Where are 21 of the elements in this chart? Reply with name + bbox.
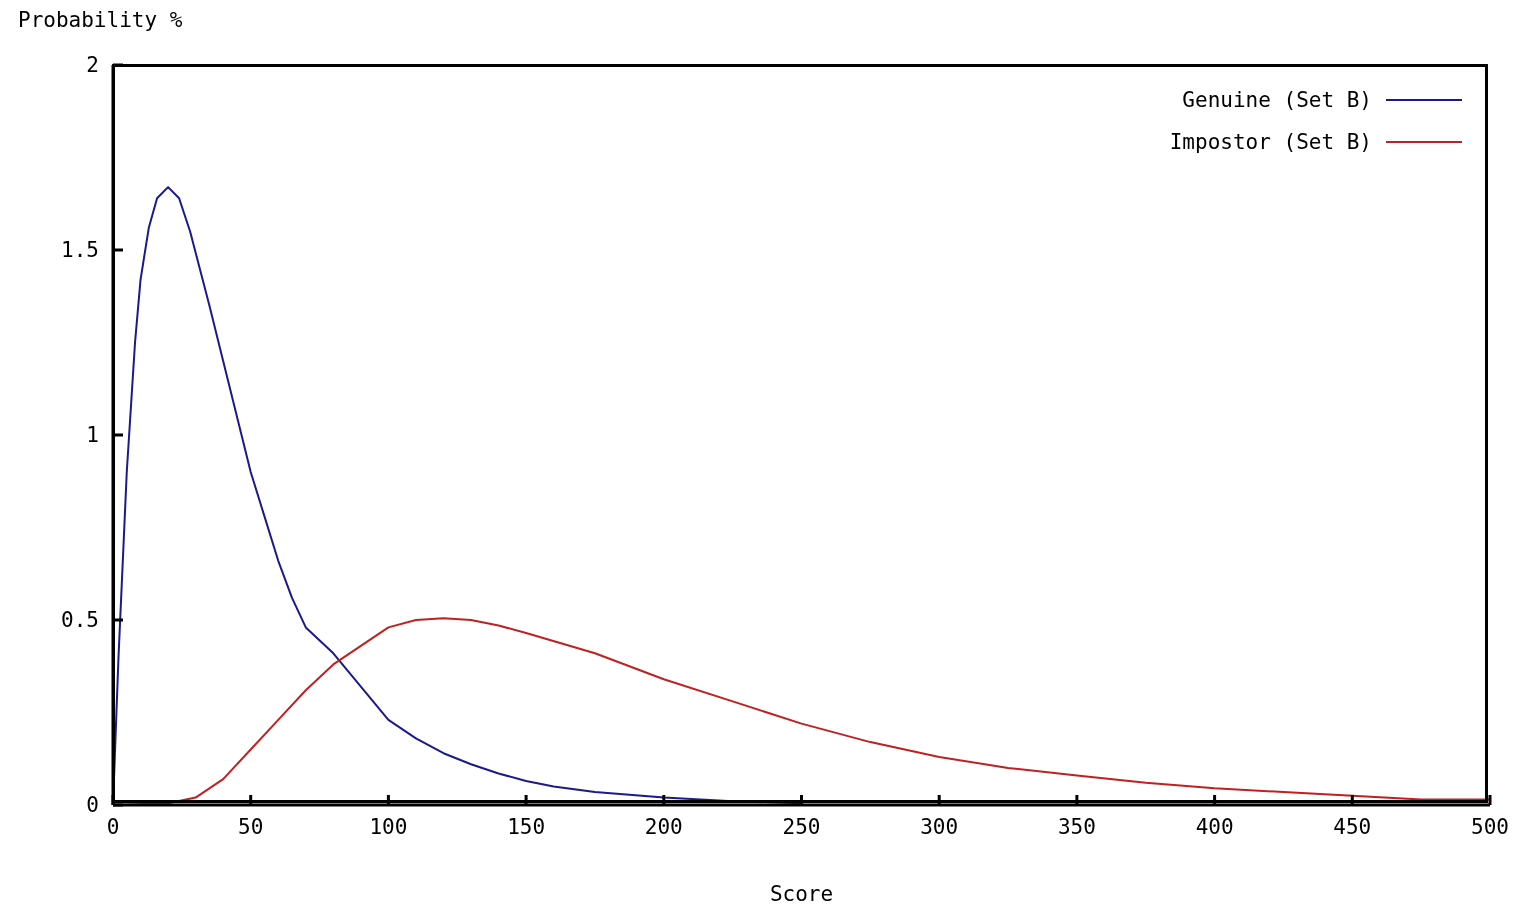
x-tick-label: 100 xyxy=(369,814,408,839)
x-tick-label: 0 xyxy=(106,814,120,839)
y-tick-label: 1.5 xyxy=(61,238,99,263)
x-tick-label: 150 xyxy=(507,814,546,839)
x-tick-label: 400 xyxy=(1195,814,1234,839)
x-tick-label: 500 xyxy=(1471,814,1509,839)
y-tick-label: 0.5 xyxy=(61,608,99,633)
y-tick-label: 0 xyxy=(86,793,99,818)
x-tick-label: 200 xyxy=(644,814,683,839)
x-tick-label: 450 xyxy=(1333,814,1372,839)
y-tick-label: 1 xyxy=(86,423,99,448)
x-tick-label: 50 xyxy=(238,814,264,839)
legend-label: Genuine (Set B) xyxy=(1182,88,1372,112)
x-tick-label: 250 xyxy=(782,814,821,839)
x-axis-title: Score xyxy=(768,882,835,906)
line-series xyxy=(113,186,803,805)
legend-label: Impostor (Set B) xyxy=(1169,130,1372,154)
x-tick-label: 300 xyxy=(920,814,959,839)
y-tick-label: 2 xyxy=(86,53,99,78)
x-tick-label: 350 xyxy=(1057,814,1096,839)
y-axis-title: Probability % xyxy=(18,8,183,32)
